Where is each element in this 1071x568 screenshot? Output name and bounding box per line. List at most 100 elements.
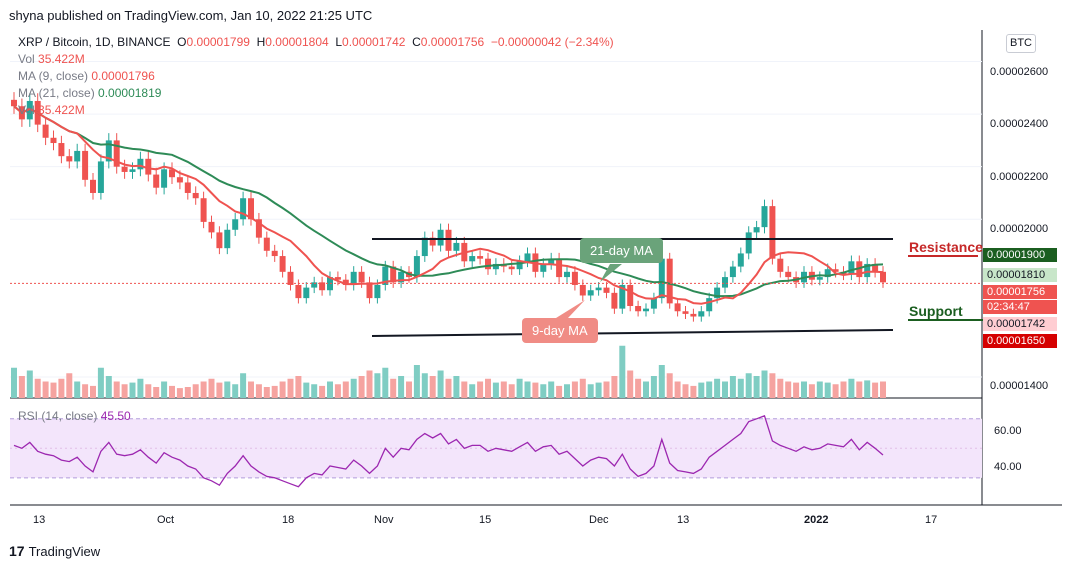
volume-bar — [303, 382, 310, 398]
volume-bar — [169, 385, 175, 398]
x-tick-label: Nov — [374, 514, 394, 526]
candle-body — [97, 161, 104, 193]
candle-body — [358, 271, 365, 283]
volume-bar — [627, 370, 634, 398]
volume-bar — [816, 381, 823, 398]
legend-symbol: XRP / Bitcoin, 1D, BINANCE — [18, 35, 171, 49]
support-line — [371, 329, 894, 337]
volume-bar — [840, 381, 847, 398]
volume-bar — [722, 381, 728, 398]
volume-bar — [74, 381, 81, 398]
volume-bar — [90, 385, 96, 398]
volume-bar — [97, 367, 104, 398]
ma21-callout-pointer — [600, 264, 622, 282]
candle-body — [248, 198, 254, 220]
volume-bar — [808, 384, 815, 398]
candle-body — [650, 298, 657, 309]
candle-body — [105, 140, 112, 162]
volume-bar — [698, 382, 705, 398]
candle-body — [192, 192, 199, 199]
volume-bar — [240, 373, 247, 398]
volume-bar — [492, 382, 499, 398]
price-badge-1650: 0.00001650 — [983, 334, 1057, 348]
volume-bar — [650, 376, 657, 398]
candle-body — [176, 177, 183, 183]
y-tick-label: 0.00002400 — [990, 118, 1049, 130]
candle-body — [492, 263, 499, 270]
rsi-legend: RSI (14, close) 45.50 — [18, 409, 131, 423]
candle-body — [524, 253, 531, 262]
candle-body — [224, 229, 231, 249]
volume-bar — [334, 384, 341, 398]
volume-bar — [224, 381, 231, 398]
candle-body — [232, 219, 239, 230]
y-tick-label: 0.00002000 — [990, 223, 1049, 235]
volume-bar — [413, 365, 420, 398]
candle-body — [548, 258, 555, 264]
volume-bar — [635, 378, 642, 398]
volume-bar — [255, 384, 262, 398]
volume-bar — [745, 373, 752, 398]
price-badge-1742: 0.00001742 — [983, 317, 1057, 331]
volume-bar — [216, 382, 223, 398]
volume-bar — [856, 381, 863, 398]
candle-body — [66, 156, 73, 162]
candle-body — [824, 269, 831, 278]
candle-body — [753, 227, 760, 233]
resistance-label: Resistance — [909, 239, 983, 255]
candle-body — [26, 100, 33, 120]
currency-button[interactable]: BTC — [1006, 34, 1036, 53]
volume-bar — [161, 381, 168, 398]
volume-bar — [500, 381, 507, 398]
candle-body — [50, 137, 57, 144]
ma9-line — [13, 105, 884, 305]
candle-body — [311, 282, 318, 288]
y-tick-label: 0.00002600 — [990, 66, 1049, 78]
volume-bar — [248, 381, 254, 398]
volume-bar — [564, 384, 570, 398]
candle-body — [413, 256, 420, 278]
y-tick-label: 0.00001400 — [990, 380, 1049, 392]
support-label: Support — [909, 303, 963, 319]
candle-body — [516, 261, 523, 270]
volume-bar — [643, 381, 649, 398]
rsi-line — [13, 414, 884, 488]
volume-bar — [516, 378, 523, 398]
footer-brand[interactable]: 17 TradingView — [9, 543, 100, 559]
candle-body — [698, 311, 705, 317]
x-tick-label: 13 — [33, 514, 46, 526]
legend-vol2-value: 35.422M — [38, 103, 85, 117]
volume-bar — [714, 378, 721, 398]
candle-body — [485, 258, 491, 270]
volume-bar — [571, 381, 578, 398]
volume-bar — [398, 376, 405, 398]
candle-body — [445, 229, 452, 251]
volume-bar — [113, 381, 120, 398]
candle-body — [184, 182, 191, 193]
candle-body — [477, 256, 484, 259]
x-tick-label: 13 — [677, 514, 690, 526]
legend-vol2-label: Vol — [18, 103, 35, 117]
volume-bar — [192, 384, 199, 398]
candle-body — [350, 271, 357, 285]
legend-ma9: MA (9, close) 0.00001796 — [18, 69, 155, 83]
volume-bar — [429, 376, 436, 398]
legend-c-label: C — [412, 35, 421, 49]
volume-bar — [769, 373, 776, 398]
legend-vol-label: Vol — [18, 52, 35, 66]
volume-bar — [18, 376, 25, 398]
volume-bar — [864, 380, 871, 398]
candle-body — [279, 256, 286, 272]
volume-bar — [508, 384, 515, 398]
candle-body — [611, 292, 618, 309]
candle-body — [161, 169, 168, 188]
candle-body — [556, 258, 563, 278]
candle-body — [595, 287, 602, 291]
legend-l-label: L — [335, 35, 343, 49]
legend-change: −0.00000042 (−2.34%) — [490, 35, 614, 49]
candle-body — [643, 308, 649, 312]
candle-body — [113, 140, 120, 167]
volume-bar — [658, 365, 665, 398]
legend-vol-value: 35.422M — [38, 52, 85, 66]
